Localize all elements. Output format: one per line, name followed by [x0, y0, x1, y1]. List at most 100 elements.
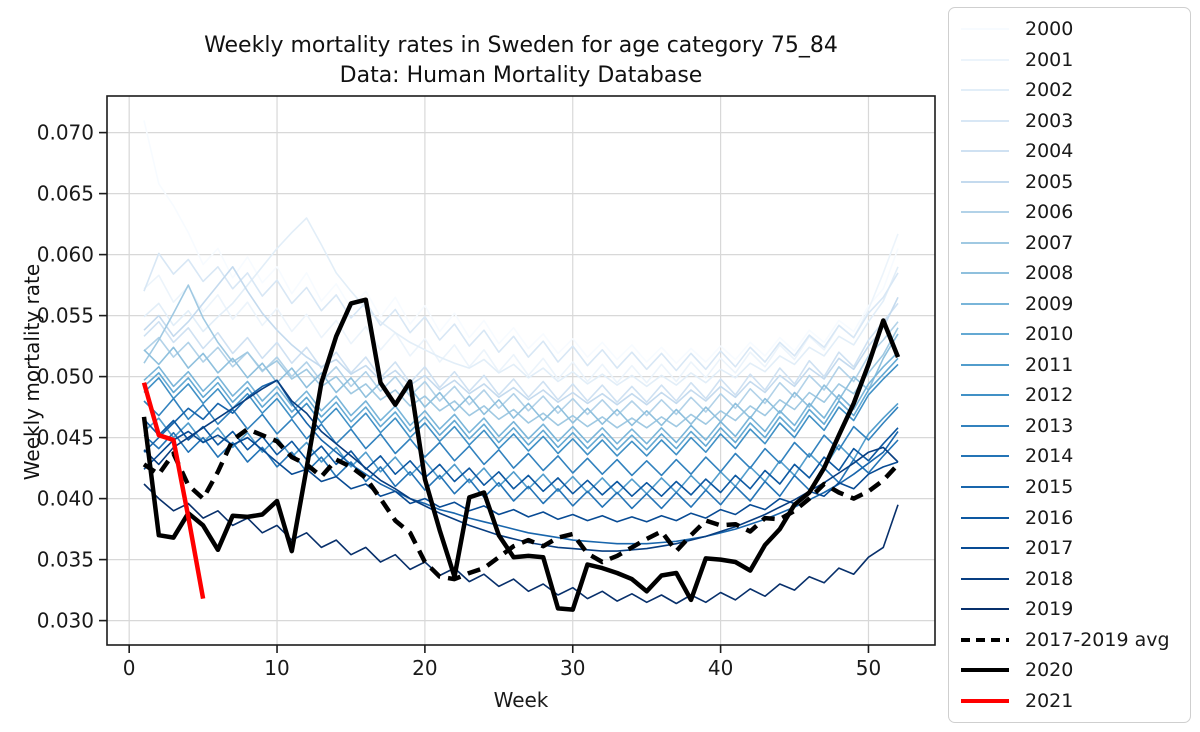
legend-item: 2020 [953, 656, 1186, 685]
legend-label: 2002 [1025, 79, 1074, 102]
series-line-2004 [143, 302, 899, 404]
legend-line-sample [961, 608, 1009, 611]
legend-line-sample [961, 150, 1009, 153]
legend-item: 2006 [953, 198, 1186, 227]
legend-line-sample [961, 394, 1009, 397]
x-tick-label: 0 [123, 656, 136, 680]
legend-item: 2014 [953, 442, 1186, 471]
legend-label: 2005 [1025, 170, 1074, 193]
legend-line-sample [961, 89, 1009, 92]
y-tick-label: 0.055 [37, 304, 94, 328]
legend-line-sample [961, 485, 1009, 488]
legend-line-sample [961, 302, 1009, 305]
legend-item: 2008 [953, 259, 1186, 288]
legend-item: 2011 [953, 350, 1186, 379]
series-line-2021 [141, 382, 206, 600]
legend-label: 2013 [1025, 414, 1074, 437]
legend-label: 2009 [1025, 292, 1074, 315]
legend-item: 2017-2019 avg [953, 625, 1186, 654]
legend-label: 2007 [1025, 231, 1074, 254]
legend-item: 2002 [953, 76, 1186, 105]
series-line-2002 [143, 217, 899, 388]
series-line-2019 [143, 483, 899, 605]
series-line-2001 [143, 233, 899, 384]
chart-title-line1: Weekly mortality rates in Sweden for age… [204, 33, 838, 58]
legend-line-sample [961, 516, 1009, 519]
legend-line-sample [961, 455, 1009, 458]
legend-line-sample [961, 241, 1009, 244]
legend-item: 2007 [953, 228, 1186, 257]
legend-line-sample [961, 272, 1009, 275]
series-line-2012 [143, 363, 899, 457]
legend-line-sample [961, 547, 1009, 550]
series-line-2020 [141, 297, 901, 612]
x-axis-label: Week [494, 688, 549, 712]
y-tick-label: 0.060 [37, 243, 94, 267]
legend-item: 2019 [953, 595, 1186, 624]
series-line-2008 [143, 333, 899, 427]
y-tick-label: 0.070 [37, 121, 94, 145]
legend-line-sample [961, 28, 1009, 31]
legend-item: 2010 [953, 320, 1186, 349]
legend-label: 2014 [1025, 445, 1074, 468]
legend-line-sample [961, 637, 1009, 642]
x-tick-label: 10 [264, 656, 289, 680]
legend-line-sample [961, 577, 1009, 580]
chart-title: Weekly mortality rates in Sweden for age… [107, 31, 935, 91]
chart-title-line2: Data: Human Mortality Database [339, 63, 703, 88]
legend-item: 2021 [953, 686, 1186, 715]
series-line-2006 [143, 321, 899, 417]
legend-label: 2017-2019 avg [1025, 628, 1170, 651]
series-line-2013 [143, 397, 899, 477]
legend-label: 2011 [1025, 353, 1074, 376]
legend-label: 2021 [1025, 689, 1074, 712]
legend-item: 2012 [953, 381, 1186, 410]
plot-area: 0 10 20 30 40 50 0.030 0.035 0.040 0.045 0.050 0.05… [37, 95, 936, 712]
legend-label: 2012 [1025, 384, 1074, 407]
legend-label: 2006 [1025, 201, 1074, 224]
series-line-2017-2019-avg [142, 426, 900, 582]
series-line-2003 [143, 252, 899, 372]
series-line-2005 [143, 265, 899, 406]
axes-box [106, 95, 936, 646]
legend-label: 2000 [1025, 18, 1074, 41]
y-tick-label: 0.065 [37, 182, 94, 206]
legend-label: 2017 [1025, 537, 1074, 560]
legend-label: 2019 [1025, 598, 1074, 621]
series-line-2014 [143, 431, 899, 510]
legend-line-sample [961, 424, 1009, 427]
legend-label: 2018 [1025, 567, 1074, 590]
series-line-2000 [143, 120, 899, 365]
legend-item: 2003 [953, 106, 1186, 135]
legend-line-sample [961, 333, 1009, 336]
legend-label: 2010 [1025, 323, 1074, 346]
series-line-2010 [143, 357, 899, 451]
x-tick-label: 20 [412, 656, 437, 680]
series-line-2009 [143, 351, 899, 445]
series-line-2018 [143, 379, 899, 552]
series-line-2007 [143, 284, 899, 429]
legend-label: 2015 [1025, 475, 1074, 498]
legend-item: 2015 [953, 472, 1186, 501]
legend-line-sample [961, 211, 1009, 214]
legend-label: 2016 [1025, 506, 1074, 529]
x-tick-label: 50 [856, 656, 881, 680]
legend-line-sample [961, 180, 1009, 183]
legend-label: 2003 [1025, 109, 1074, 132]
legend-item: 2005 [953, 167, 1186, 196]
legend-label: 2008 [1025, 262, 1074, 285]
series-line-2017 [143, 430, 899, 523]
legend-label: 2001 [1025, 48, 1074, 71]
legend-item: 2017 [953, 534, 1186, 563]
series-line-2015 [143, 379, 899, 545]
legend-line-sample [961, 58, 1009, 61]
legend-line-sample [961, 698, 1009, 703]
legend-item: 2000 [953, 15, 1186, 44]
legend: 2000 2001 2002 2003 2004 2005 2006 2007 2008 2009… [948, 7, 1191, 723]
legend-item: 2004 [953, 137, 1186, 166]
legend-item: 2016 [953, 503, 1186, 532]
legend-item: 2001 [953, 45, 1186, 74]
legend-item: 2018 [953, 564, 1186, 593]
x-tick-label: 40 [708, 656, 733, 680]
